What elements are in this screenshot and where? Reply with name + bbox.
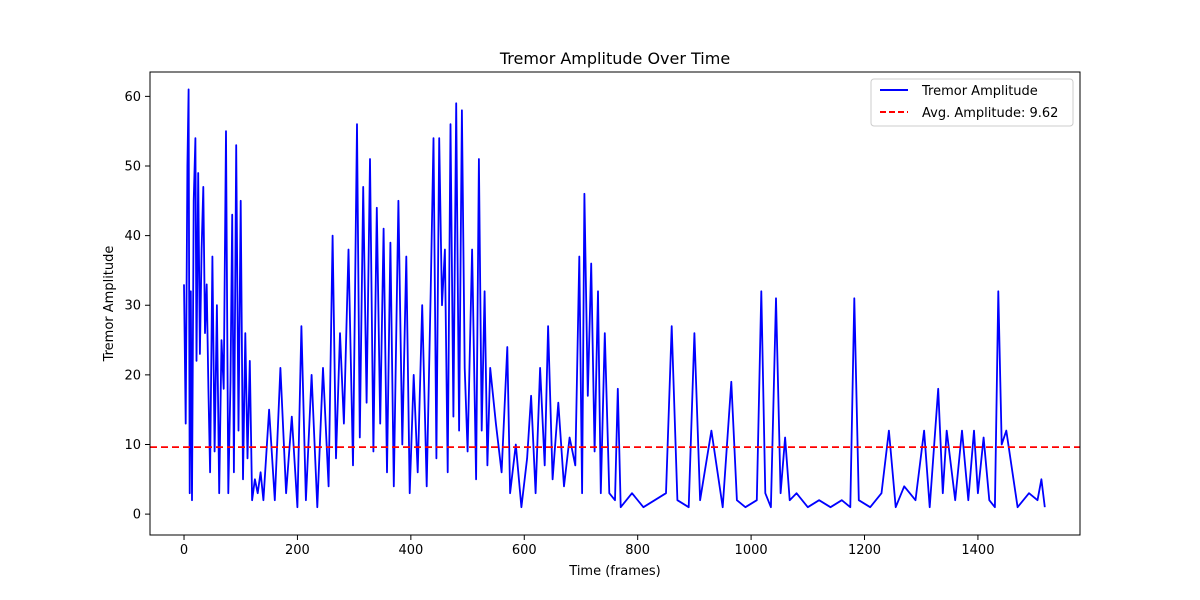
y-tick-label: 50 bbox=[124, 159, 141, 174]
x-tick-label: 1200 bbox=[848, 543, 881, 558]
x-tick-label: 400 bbox=[398, 543, 423, 558]
x-axis-title: Time (frames) bbox=[568, 564, 660, 579]
chart-title: Tremor Amplitude Over Time bbox=[499, 49, 730, 68]
x-tick-label: 1400 bbox=[961, 543, 994, 558]
y-tick-label: 60 bbox=[124, 90, 141, 105]
y-axis: 0 10 20 30 40 50 60 bbox=[124, 90, 150, 523]
x-tick-label: 0 bbox=[180, 543, 188, 558]
legend-label-average: Avg. Amplitude: 9.62 bbox=[922, 106, 1058, 121]
y-tick-label: 0 bbox=[133, 508, 141, 523]
x-tick-label: 200 bbox=[285, 543, 310, 558]
plot-frame bbox=[149, 71, 1081, 536]
y-tick-label: 30 bbox=[124, 299, 141, 314]
y-tick-label: 20 bbox=[124, 368, 141, 383]
legend: Tremor Amplitude Avg. Amplitude: 9.62 bbox=[870, 78, 1074, 127]
y-axis-title: Tremor Amplitude bbox=[102, 246, 117, 363]
legend-box bbox=[870, 78, 1074, 127]
x-tick-label: 1000 bbox=[735, 543, 768, 558]
x-tick-label: 600 bbox=[512, 543, 537, 558]
x-axis: 0 200 400 600 800 1000 1200 1400 bbox=[180, 535, 994, 558]
tremor-amplitude-line bbox=[183, 88, 1046, 509]
y-tick-label: 10 bbox=[124, 438, 141, 453]
plot-area bbox=[150, 88, 1080, 509]
legend-label-tremor: Tremor Amplitude bbox=[921, 84, 1038, 99]
y-tick-label: 40 bbox=[124, 229, 141, 244]
x-tick-label: 800 bbox=[625, 543, 650, 558]
